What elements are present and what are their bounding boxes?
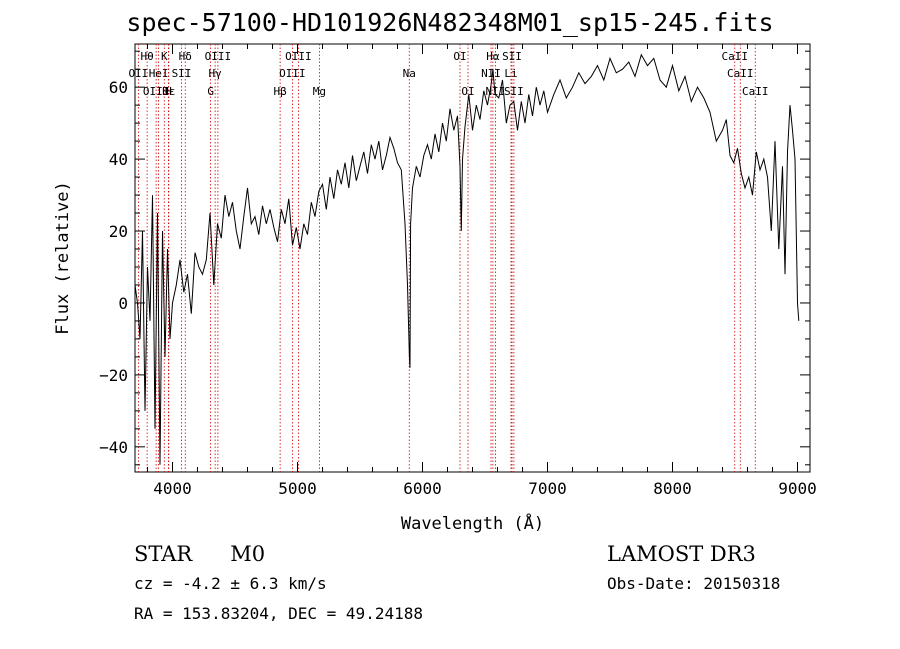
- line-label-H-theta: Hθ: [141, 50, 154, 63]
- line-label-CaII-8662: CaII: [742, 85, 769, 98]
- line-label-H-gamma: Hγ: [209, 67, 223, 80]
- redshift-value: cz = -4.2 ± 6.3 km/s: [134, 574, 327, 593]
- spectrum-line: [135, 53, 800, 465]
- line-label-NII-6583: NII: [485, 85, 505, 98]
- y-tick-label--40: −40: [99, 438, 128, 457]
- line-label-OIII-5007: OIII: [285, 50, 312, 63]
- line-label-NII-6548: NII: [481, 67, 501, 80]
- line-label-HeI: HeI: [149, 67, 169, 80]
- y-tick-label-60: 60: [109, 78, 128, 97]
- x-tick-label-8000: 8000: [653, 479, 692, 498]
- line-label-OIII-3869: OIII: [143, 85, 170, 98]
- line-label-G: G: [207, 85, 214, 98]
- line-label-H-beta: Hβ: [274, 85, 288, 98]
- line-label-OI-6300: OI: [453, 50, 466, 63]
- line-label-CaII-8498: CaII: [722, 50, 749, 63]
- observation-date: Obs-Date: 20150318: [607, 574, 781, 593]
- x-tick-label-6000: 6000: [403, 479, 442, 498]
- chart-title: spec-57100-HD101926N482348M01_sp15-245.f…: [126, 8, 774, 37]
- coordinates: RA = 153.83204, DEC = 49.24188: [134, 604, 423, 623]
- line-label-H-epsilon: Hε: [162, 85, 175, 98]
- line-label-CaII-8542: CaII: [727, 67, 754, 80]
- x-tick-label-9000: 9000: [778, 479, 817, 498]
- y-axis-label: Flux (relative): [53, 181, 73, 335]
- line-label-Na: Na: [403, 67, 416, 80]
- object-subclass: M0: [230, 542, 266, 566]
- line-label-OII: OII: [128, 67, 148, 80]
- x-tick-label-5000: 5000: [278, 479, 317, 498]
- line-label-H-alpha: Hα: [486, 50, 500, 63]
- line-label-OI-6364: OI: [461, 85, 474, 98]
- object-classification: STAR M0: [134, 542, 265, 566]
- x-tick-label-4000: 4000: [153, 479, 192, 498]
- y-tick-label--20: −20: [99, 366, 128, 385]
- line-label-SII-6716: SII: [502, 50, 522, 63]
- line-label-SII-6731: SII: [504, 85, 524, 98]
- line-label-H: H: [165, 85, 172, 98]
- line-label-OIII-4959: OIII: [279, 67, 306, 80]
- y-tick-label-20: 20: [109, 222, 128, 241]
- object-class: STAR: [134, 542, 193, 566]
- line-label-K: K: [161, 50, 168, 63]
- line-label-SII-4072: SII: [172, 67, 192, 80]
- x-tick-label-7000: 7000: [528, 479, 567, 498]
- survey-name: LAMOST DR3: [607, 542, 756, 566]
- line-label-H-delta: Hδ: [179, 50, 192, 63]
- y-tick-label-40: 40: [109, 150, 128, 169]
- line-label-OIII-4363: OIII: [205, 50, 232, 63]
- x-axis-label: Wavelength (Å): [401, 512, 544, 534]
- y-tick-label-0: 0: [118, 294, 128, 313]
- line-label-Mg: Mg: [313, 85, 326, 98]
- line-label-Li: Li: [504, 67, 517, 80]
